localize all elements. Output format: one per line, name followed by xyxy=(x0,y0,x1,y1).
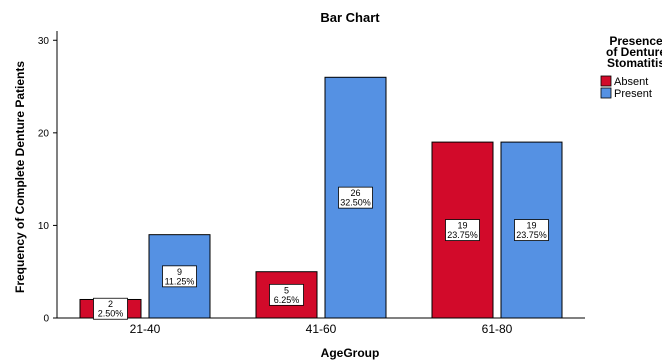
y-tick-label: 0 xyxy=(43,314,49,325)
legend-title-line: Stomatitis xyxy=(607,56,662,70)
data-label-count: 9 xyxy=(177,267,182,277)
data-labels: 22.50%911.25%56.25%2632.50%1923.75%1923.… xyxy=(93,186,549,320)
data-label-percent: 11.25% xyxy=(165,276,195,286)
data-label-count: 5 xyxy=(284,285,289,295)
bars xyxy=(79,76,563,319)
legend-swatch-present xyxy=(600,87,612,99)
data-label-box xyxy=(93,297,128,320)
x-tick-label: 61-80 xyxy=(482,322,513,336)
bar-present-61-80 xyxy=(500,141,563,319)
y-tick-label: 20 xyxy=(38,128,50,139)
x-tick-label: 41-60 xyxy=(306,322,337,336)
legend-label-absent: Absent xyxy=(614,76,648,88)
legend-title-line: of Denture xyxy=(606,45,662,59)
axes: 0 10 20 30 21-40 41-60 61-80 xyxy=(38,31,585,336)
data-label-percent: 32.50% xyxy=(340,198,371,208)
y-tick-label: 10 xyxy=(38,221,50,232)
data-label-count: 19 xyxy=(526,221,536,231)
data-label-percent: 2.50% xyxy=(98,309,124,319)
data-label-count: 2 xyxy=(108,299,113,309)
data-label-percent: 23.75% xyxy=(516,230,547,240)
legend-swatch-absent xyxy=(600,75,612,87)
data-label-box xyxy=(514,219,549,241)
x-tick-label: 21-40 xyxy=(130,322,161,336)
x-axis-title: AgeGroup xyxy=(321,346,380,360)
y-tick-label: 30 xyxy=(38,36,50,47)
legend-label-present: Present xyxy=(614,88,652,100)
data-label-count: 19 xyxy=(457,221,467,231)
chart-title: Bar Chart xyxy=(320,10,380,25)
legend-title-line: Presence xyxy=(609,34,662,48)
data-label-percent: 23.75% xyxy=(447,230,478,240)
data-label-box xyxy=(445,219,480,241)
data-label-percent: 6.25% xyxy=(274,295,300,305)
data-label-box xyxy=(269,283,304,306)
data-label-box xyxy=(162,265,197,288)
y-axis-title: Frequency of Complete Denture Patients xyxy=(13,61,27,293)
data-label-box xyxy=(338,186,373,209)
data-label-count: 26 xyxy=(350,188,360,198)
